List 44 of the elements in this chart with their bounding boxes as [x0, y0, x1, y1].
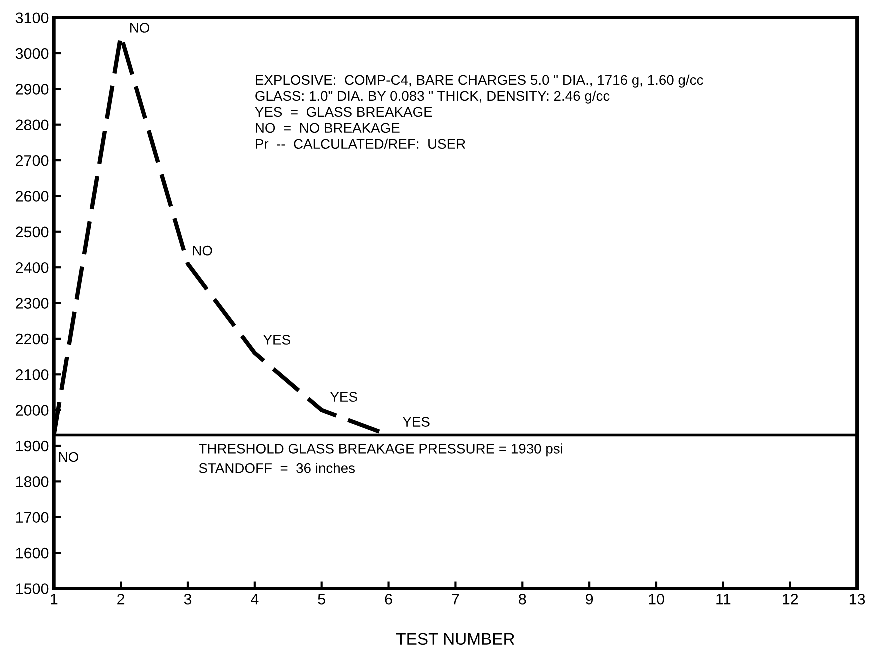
x-tick-label: 4 — [251, 594, 259, 605]
y-tick-label: 2600 — [16, 191, 49, 202]
y-tick-label: 1800 — [16, 476, 49, 488]
x-tick-label: 12 — [783, 594, 798, 605]
annotation: Pr -- CALCULATED/REF: USER — [256, 138, 466, 150]
annotation: STANDOFF = 36 inches — [199, 463, 356, 474]
annotation: NO — [193, 246, 212, 256]
x-tick-label: 10 — [649, 594, 664, 605]
y-tick-label: 3000 — [16, 48, 49, 60]
y-tick-label: 2400 — [16, 262, 49, 274]
x-tick-label: 8 — [519, 594, 526, 605]
y-tick-label: 1700 — [16, 512, 49, 524]
annotation: GLASS: 1.0" DIA. BY 0.083 " THICK, DENSITY: 2.46 g/cc — [256, 90, 610, 104]
y-tick-label: 3100 — [16, 12, 49, 24]
annotation: YES = GLASS BREAKAGE — [255, 107, 432, 118]
ref-line-label: THRESHOLD GLASS BREAKAGE PRESSURE = 1930 psi — [199, 444, 562, 457]
annotation: NO = NO BREAKAGE — [256, 123, 400, 134]
x-tick-label: 5 — [318, 594, 326, 605]
y-tick-label: 2900 — [16, 84, 49, 95]
annotation: NO — [59, 452, 78, 462]
x-tick-label: 3 — [184, 594, 192, 605]
annotation: YES — [330, 392, 358, 402]
x-tick-label: 13 — [850, 594, 866, 605]
annotation: YES — [402, 417, 430, 427]
x-tick-label: 1 — [51, 594, 58, 605]
y-tick-label: 2800 — [16, 120, 49, 131]
x-axis-title: TEST NUMBER — [396, 633, 515, 646]
y-tick-label: 1600 — [16, 548, 49, 559]
y-tick-label: 1500 — [16, 584, 49, 594]
y-tick-label: 1900 — [16, 440, 49, 452]
x-tick-label: 6 — [385, 594, 392, 605]
x-tick-label: 9 — [586, 594, 594, 605]
y-tick-label: 2500 — [16, 226, 49, 238]
annotation: EXPLOSIVE: COMP-C4, BARE CHARGES 5.0 " DIA., 1716 g, 1.60 g/cc — [256, 74, 704, 88]
x-tick-label: 7 — [452, 594, 460, 605]
y-tick-label: 2700 — [16, 155, 49, 166]
y-tick-label: 2300 — [16, 298, 49, 309]
x-tick-label: 2 — [118, 594, 125, 605]
annotation: NO — [130, 23, 150, 33]
annotation: YES — [264, 335, 290, 345]
x-tick-label: 11 — [716, 594, 731, 605]
y-tick-label: 2100 — [16, 370, 49, 380]
y-tick-label: 2000 — [16, 405, 49, 416]
y-tick-label: 2200 — [16, 334, 49, 345]
